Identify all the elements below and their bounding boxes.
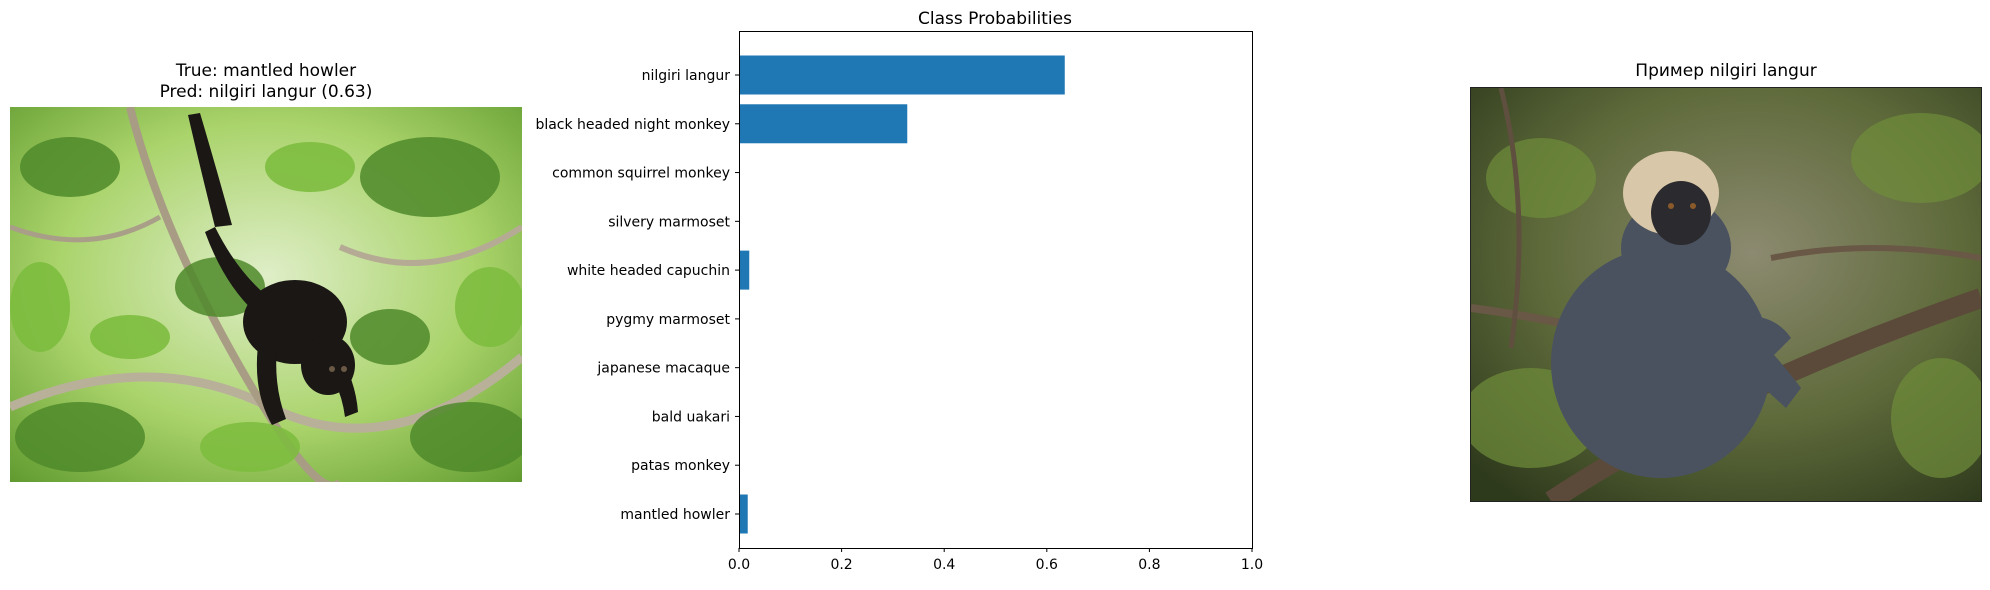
bar	[739, 104, 908, 144]
left-photo-title: True: mantled howler Pred: nilgiri langu…	[10, 61, 522, 103]
bars-group	[739, 55, 1065, 534]
category-label: black headed night monkey	[535, 117, 730, 133]
true-label: True: mantled howler	[175, 61, 357, 81]
left-photo	[10, 107, 522, 482]
x-tick-label: 0.4	[933, 557, 955, 573]
category-label: white headed capuchin	[567, 263, 730, 279]
x-tick-label: 0.0	[728, 557, 750, 573]
plot-area-frame	[739, 31, 1253, 549]
right-photo	[1470, 87, 1982, 502]
category-label: bald uakari	[652, 409, 730, 425]
right-photo-title: Пример nilgiri langur	[1635, 61, 1817, 81]
x-tick-label: 1.0	[1241, 557, 1263, 573]
category-labels: nilgiri langur black headed night monkey c…	[535, 68, 739, 523]
category-label: mantled howler	[620, 507, 730, 523]
category-label: silvery marmoset	[608, 214, 730, 230]
bar	[739, 55, 1065, 95]
bar	[739, 250, 750, 290]
category-label: pygmy marmoset	[606, 312, 730, 328]
chart-title: Class Probabilities	[918, 9, 1072, 29]
category-label: japanese macaque	[596, 361, 730, 377]
pred-label: Pred: nilgiri langur (0.63)	[159, 82, 373, 102]
x-tick-label: 0.2	[830, 557, 852, 573]
mantled-howler-image	[10, 107, 522, 482]
x-tick-label: 0.8	[1138, 557, 1160, 573]
bar	[739, 494, 748, 534]
nilgiri-langur-image	[1471, 88, 1981, 501]
category-label: patas monkey	[631, 458, 730, 474]
category-label: common squirrel monkey	[552, 166, 730, 182]
x-tick-label: 0.6	[1036, 557, 1058, 573]
category-label: nilgiri langur	[642, 68, 731, 84]
x-axis-ticks: 0.0 0.2 0.4 0.6 0.8 1.0	[728, 548, 1263, 573]
